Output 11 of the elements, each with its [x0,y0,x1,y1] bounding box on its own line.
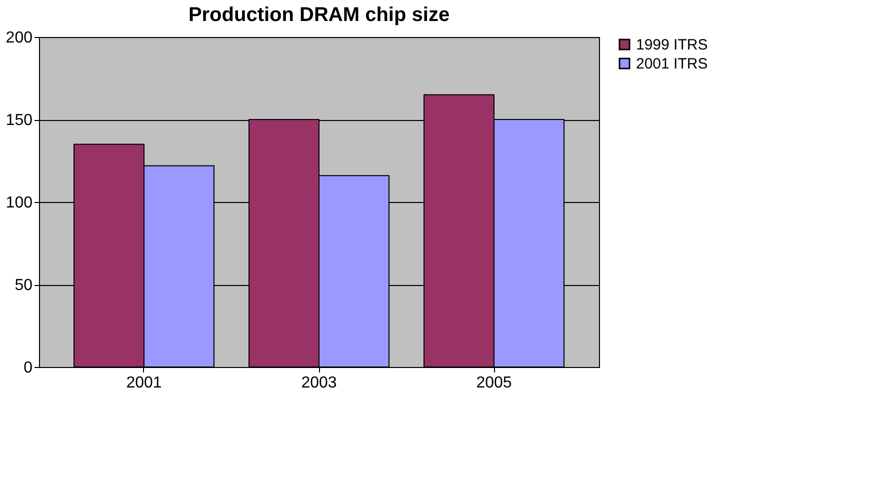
x-tick-label: 2001 [126,374,162,392]
x-tick-label: 2005 [476,374,512,392]
y-tick-label: 200 [6,30,33,46]
legend-label: 1999 ITRS [636,36,708,54]
chart-title: Production DRAM chip size [188,4,450,26]
legend-label: 2001 ITRS [636,56,708,72]
y-tick-label: 0 [24,360,33,376]
y-tick-label: 150 [6,112,33,129]
x-tick-label: 2003 [301,374,337,392]
y-tick-label: 50 [14,277,33,294]
y-tick-label: 100 [6,194,33,212]
